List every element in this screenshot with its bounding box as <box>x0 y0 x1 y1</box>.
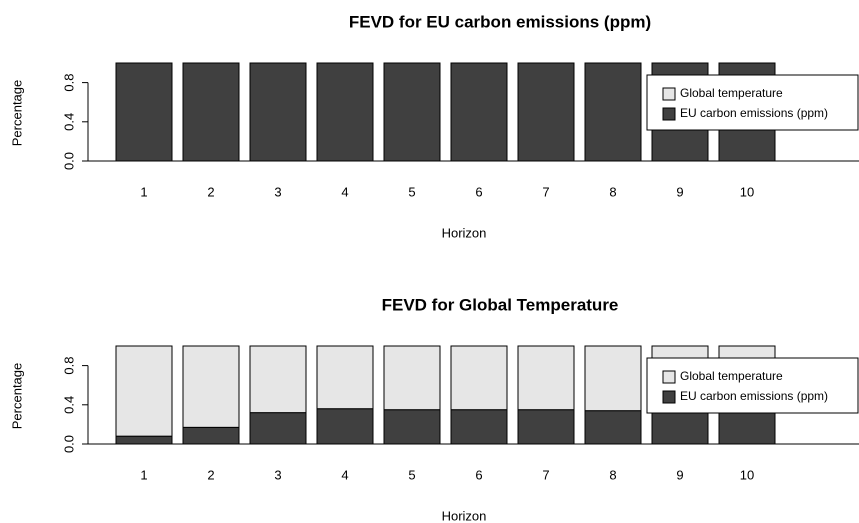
bar-segment <box>718 410 776 445</box>
x-tick-label: 10 <box>740 467 754 482</box>
x-tick-label: 3 <box>274 467 281 482</box>
legend-swatch <box>662 107 676 121</box>
x-tick-label: 7 <box>542 184 549 199</box>
x-tick-label: 10 <box>740 184 754 199</box>
bar-segment <box>584 410 642 445</box>
x-tick-label: 1 <box>140 184 147 199</box>
legend-swatch <box>662 390 676 404</box>
bar-segment <box>651 410 709 445</box>
x-tick-label: 5 <box>408 467 415 482</box>
bar-segment <box>450 345 508 411</box>
legend-box <box>646 357 859 414</box>
legend-label: EU carbon emissions (ppm) <box>680 389 828 403</box>
legend-box <box>646 74 859 131</box>
bar-segment <box>517 345 575 411</box>
x-tick-label: 4 <box>341 467 348 482</box>
y-tick-label: 0.4 <box>61 113 76 131</box>
legend-label: Global temperature <box>680 369 783 383</box>
bar-segment <box>115 435 173 445</box>
bar-segment <box>249 412 307 445</box>
bar-segment <box>383 345 441 411</box>
bar-segment <box>517 409 575 445</box>
bar-segment <box>249 62 307 162</box>
x-tick-label: 9 <box>676 467 683 482</box>
x-tick-label: 8 <box>609 184 616 199</box>
legend-label: Global temperature <box>680 86 783 100</box>
bar-segment <box>450 62 508 162</box>
y-tick-label: 0.4 <box>61 396 76 414</box>
y-tick-label: 0.8 <box>61 357 76 375</box>
legend-label: EU carbon emissions (ppm) <box>680 106 828 120</box>
bar-segment <box>383 62 441 162</box>
bar-segment <box>182 345 240 428</box>
bar-segment <box>517 62 575 162</box>
x-tick-label: 5 <box>408 184 415 199</box>
bar-segment <box>316 345 374 410</box>
bar-segment <box>182 426 240 445</box>
legend-swatch <box>662 370 676 384</box>
chart-title: FEVD for EU carbon emissions (ppm) <box>349 12 651 31</box>
bar-segment <box>316 408 374 445</box>
x-tick-label: 1 <box>140 467 147 482</box>
y-axis-label: Percentage <box>9 80 24 147</box>
bar-segment <box>383 409 441 445</box>
x-tick-label: 3 <box>274 184 281 199</box>
y-tick-label: 0.0 <box>61 152 76 170</box>
y-tick-label: 0.0 <box>61 435 76 453</box>
y-tick-label: 0.8 <box>61 74 76 92</box>
x-axis-label: Horizon <box>442 508 487 523</box>
bar-segment <box>115 62 173 162</box>
bar-segment <box>249 345 307 414</box>
x-tick-label: 8 <box>609 467 616 482</box>
x-axis-label: Horizon <box>442 225 487 240</box>
bar-segment <box>584 62 642 162</box>
x-tick-label: 2 <box>207 467 214 482</box>
bar-segment <box>316 62 374 162</box>
x-tick-label: 9 <box>676 184 683 199</box>
x-tick-label: 6 <box>475 467 482 482</box>
bar-segment <box>450 409 508 445</box>
x-tick-label: 2 <box>207 184 214 199</box>
x-tick-label: 7 <box>542 467 549 482</box>
bar-segment <box>115 345 173 437</box>
x-tick-label: 4 <box>341 184 348 199</box>
y-axis-label: Percentage <box>9 363 24 430</box>
legend-swatch <box>662 87 676 101</box>
bar-segment <box>182 62 240 162</box>
bar-segment <box>584 345 642 412</box>
x-tick-label: 6 <box>475 184 482 199</box>
chart-title: FEVD for Global Temperature <box>382 295 619 314</box>
